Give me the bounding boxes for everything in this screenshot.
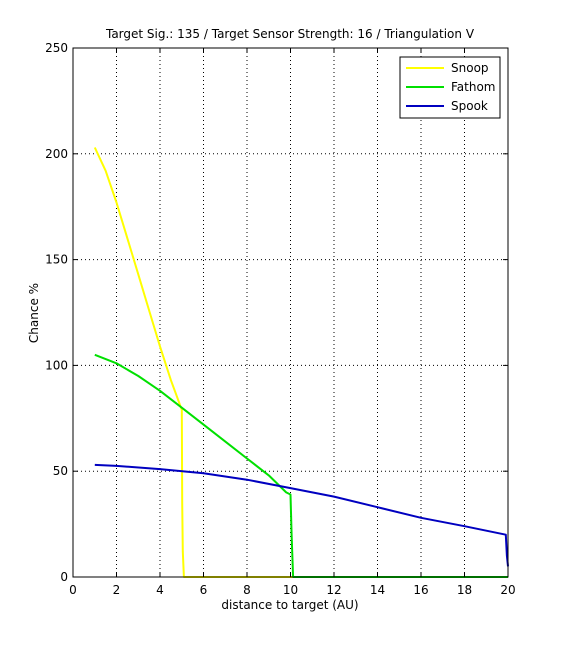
x-tick-label: 10 [283,583,298,597]
series-line-fathom [94,353,508,578]
y-tick-label: 200 [45,147,68,161]
legend-label-snoop: Snoop [451,61,489,75]
x-tick-label: 6 [200,583,208,597]
x-tick-label: 20 [500,583,515,597]
chart-title: Target Sig.: 135 / Target Sensor Strengt… [105,27,475,41]
y-tick-label: 100 [45,358,68,372]
y-tick-label: 50 [53,464,68,478]
y-tick-label: 150 [45,253,68,267]
y-axis-label: Chance % [27,283,41,343]
y-tick-label: 250 [45,41,68,55]
y-tick-label: 0 [60,570,68,584]
legend: Snoop Fathom Spook [399,56,501,119]
series-line-spook [94,463,509,567]
legend-label-spook: Spook [451,99,488,113]
x-tick-label: 12 [326,583,341,597]
series-lines [93,147,509,578]
x-tick-label: 18 [457,583,472,597]
x-tick-label: 4 [156,583,164,597]
x-tick-label: 2 [113,583,121,597]
x-tick-label: 0 [69,583,77,597]
series-line-snoop [93,147,508,578]
x-tick-label: 8 [243,583,251,597]
x-tick-label: 16 [413,583,428,597]
x-tick-label: 14 [370,583,385,597]
legend-label-fathom: Fathom [451,80,496,94]
x-axis-label: distance to target (AU) [221,598,358,612]
grid-lines [73,48,508,577]
